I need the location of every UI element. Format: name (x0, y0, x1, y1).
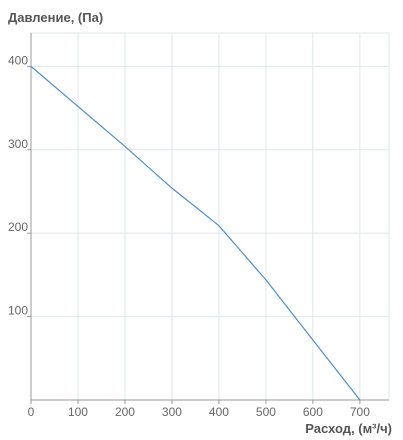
y-axis-title: Давление, (Па) (8, 10, 103, 25)
x-tick-label: 200 (115, 405, 135, 419)
x-tick-label: 100 (68, 405, 88, 419)
data-line (30, 65, 361, 401)
y-tick-label: 100 (8, 304, 28, 318)
plot-frame (30, 32, 390, 401)
x-tick-label: 400 (209, 405, 229, 419)
x-tick-label: 300 (162, 405, 182, 419)
x-tick-label: 700 (350, 405, 370, 419)
y-tick-label: 300 (8, 137, 28, 151)
y-tick-label: 400 (8, 53, 28, 67)
x-tick-label: 0 (28, 405, 35, 419)
x-axis-title: Расход, (м³/ч) (305, 421, 392, 436)
x-tick-label: 600 (303, 405, 323, 419)
x-tick-label: 500 (256, 405, 276, 419)
y-tick-label: 200 (8, 220, 28, 234)
